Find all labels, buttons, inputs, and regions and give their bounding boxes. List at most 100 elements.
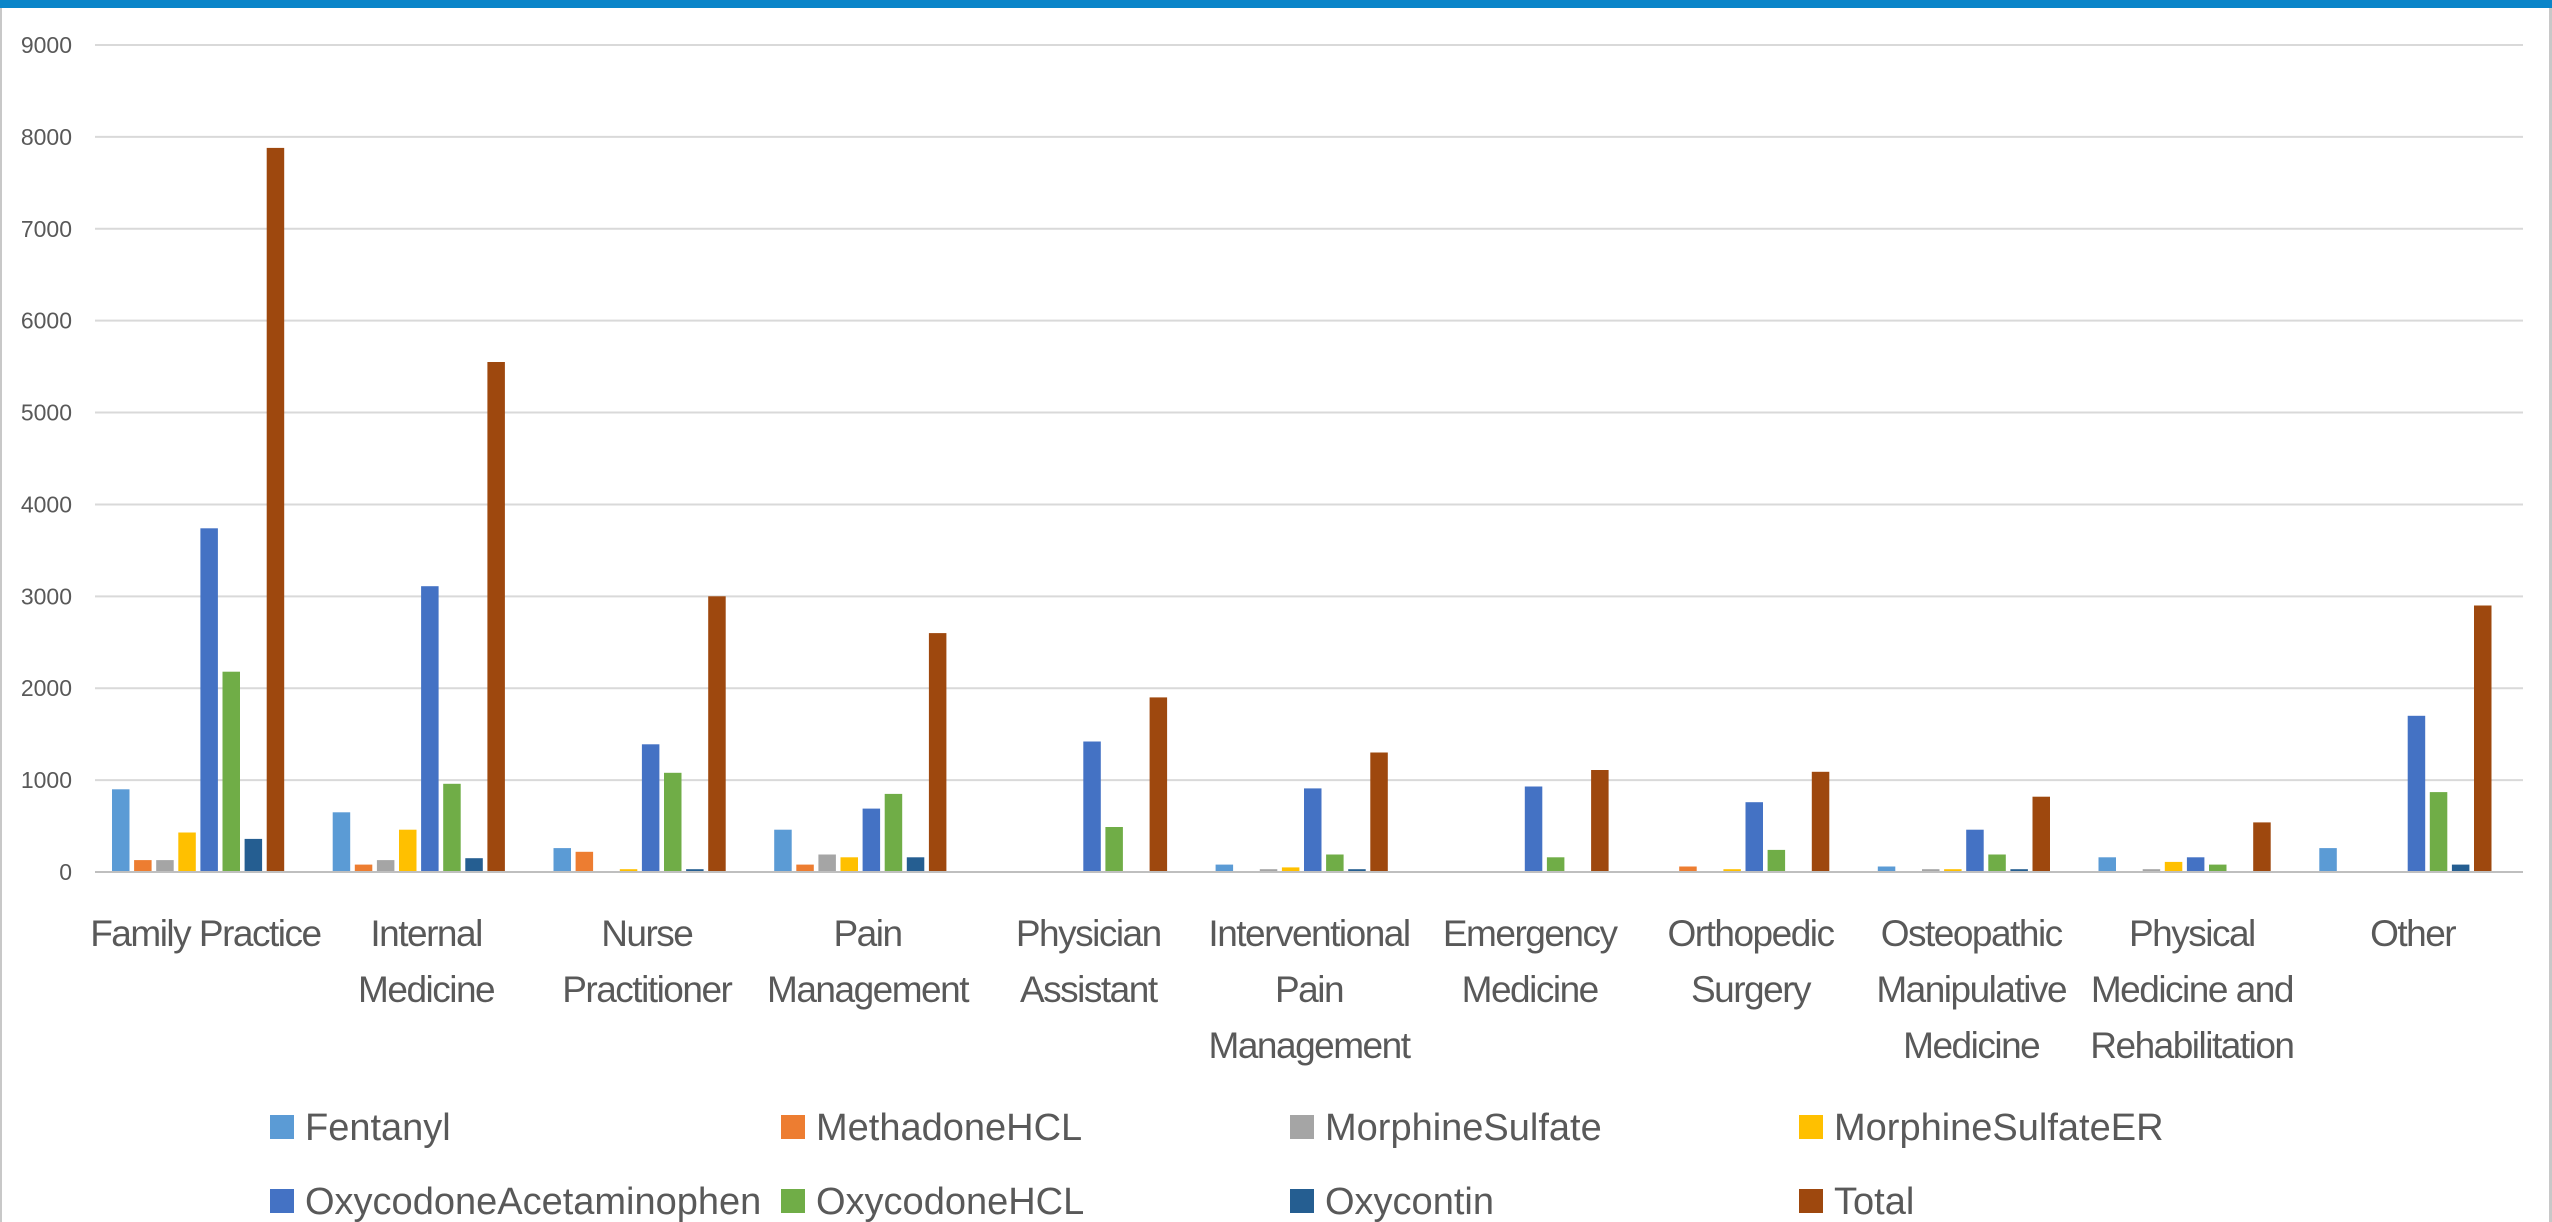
left-frame-border xyxy=(0,8,2,1222)
bar-oxycodoneacetaminophen xyxy=(862,808,881,872)
legend-item: Oxycontin xyxy=(1290,1181,1494,1222)
y-tick-label: 6000 xyxy=(21,308,72,334)
legend-item: MorphineSulfate xyxy=(1290,1107,1602,1149)
bar-fentanyl xyxy=(332,812,351,872)
legend-item: Fentanyl xyxy=(270,1107,451,1149)
bar-total xyxy=(1811,771,1830,872)
bar-oxycodoneacetaminophen xyxy=(1083,741,1101,872)
bar-oxycodonehcl xyxy=(222,671,240,872)
legend-swatch xyxy=(1290,1189,1314,1213)
bar-oxycontin xyxy=(1348,869,1366,872)
gridlines xyxy=(95,44,2523,782)
legend-item: Total xyxy=(1799,1181,1914,1222)
x-axis-category-labels: Family Practice Internal Medicine Nurse Prac… xyxy=(90,913,2458,1066)
y-tick-label: 9000 xyxy=(21,32,72,58)
x-category-label: Interventional Pain Management xyxy=(1208,913,1411,1066)
y-tick-label: 8000 xyxy=(21,124,72,150)
bar-morphinesulfate xyxy=(818,854,836,872)
legend-item: OxycodoneAcetaminophen xyxy=(270,1181,761,1222)
legend-item: MethadoneHCL xyxy=(781,1107,1082,1149)
x-category-label: Orthopedic Surgery xyxy=(1668,913,1835,1010)
bar-oxycontin xyxy=(906,857,925,872)
y-tick-label: 3000 xyxy=(21,583,72,609)
bar-fentanyl xyxy=(774,829,792,872)
bar-total xyxy=(1370,752,1388,872)
bar-oxycodoneacetaminophen xyxy=(2407,715,2426,872)
legend: Fentanyl MethadoneHCL MorphineSulfate Morph… xyxy=(270,1107,2164,1222)
bar-oxycodonehcl xyxy=(1767,849,1786,872)
y-tick-label: 7000 xyxy=(21,216,72,242)
bar-oxycodoneacetaminophen xyxy=(1524,786,1543,872)
bar-fentanyl xyxy=(112,789,130,872)
legend-swatch xyxy=(270,1115,294,1139)
bar-oxycodonehcl xyxy=(2209,864,2227,872)
bar-fentanyl xyxy=(1877,866,1896,872)
x-category-label: Pain Management xyxy=(767,913,970,1010)
y-tick-label: 0 xyxy=(59,859,72,885)
legend-label: Total xyxy=(1834,1181,1914,1222)
bar-morphinesulfateer xyxy=(619,869,638,872)
bar-oxycodoneacetaminophen xyxy=(200,528,218,872)
legend-swatch xyxy=(781,1189,805,1213)
bar-oxycodoneacetaminophen xyxy=(1304,788,1322,872)
bar-morphinesulfateer xyxy=(178,832,196,872)
y-tick-label: 5000 xyxy=(21,400,72,426)
legend-label: OxycodoneAcetaminophen xyxy=(305,1181,761,1222)
bar-total xyxy=(1591,770,1609,872)
bar-oxycodonehcl xyxy=(1105,827,1123,872)
bar-oxycodonehcl xyxy=(2429,792,2448,872)
bar-oxycodoneacetaminophen xyxy=(2186,857,2205,872)
bar-morphinesulfateer xyxy=(1281,867,1300,872)
legend-swatch xyxy=(781,1115,805,1139)
top-accent-bar xyxy=(0,0,2552,8)
bar-total xyxy=(266,147,285,872)
bar-oxycodonehcl xyxy=(884,793,903,872)
x-category-label: Emergency Medicine xyxy=(1443,913,1619,1010)
right-frame-border xyxy=(2549,8,2552,1222)
bar-morphinesulfateer xyxy=(2164,861,2183,872)
bar-oxycontin xyxy=(244,838,263,872)
x-category-label: Osteopathic Manipulative Medicine xyxy=(1876,913,2066,1066)
bar-morphinesulfateer xyxy=(399,829,417,872)
bar-oxycodoneacetaminophen xyxy=(641,744,660,872)
bar-oxycodonehcl xyxy=(1326,854,1344,872)
legend-swatch xyxy=(1290,1115,1314,1139)
bar-oxycodonehcl xyxy=(664,772,682,872)
bar-total xyxy=(2032,796,2050,872)
legend-swatch xyxy=(1799,1115,1823,1139)
bar-oxycontin xyxy=(686,869,704,872)
bar-total xyxy=(928,633,947,872)
bar-morphinesulfate xyxy=(2142,869,2161,872)
bar-fentanyl xyxy=(553,848,571,872)
y-tick-label: 1000 xyxy=(21,767,72,793)
bar-morphinesulfate xyxy=(376,860,395,872)
bar-morphinesulfateer xyxy=(1944,869,1962,872)
legend-swatch xyxy=(270,1189,294,1213)
bar-total xyxy=(1149,697,1168,872)
bar-oxycontin xyxy=(465,858,483,872)
bar-methadonehcl xyxy=(796,864,814,872)
bars xyxy=(112,147,2492,872)
bar-oxycontin xyxy=(2451,864,2470,872)
legend-label: MorphineSulfate xyxy=(1325,1107,1602,1149)
bar-oxycodonehcl xyxy=(1546,857,1565,872)
legend-item: MorphineSulfateER xyxy=(1799,1107,2164,1149)
bar-morphinesulfateer xyxy=(1723,869,1741,872)
bar-oxycodoneacetaminophen xyxy=(421,586,439,872)
bar-methadonehcl xyxy=(134,860,152,872)
bar-morphinesulfate xyxy=(1259,869,1278,872)
bar-total xyxy=(2474,605,2492,872)
y-tick-label: 4000 xyxy=(21,491,72,517)
legend-item: OxycodoneHCL xyxy=(781,1181,1084,1222)
legend-label: OxycodoneHCL xyxy=(816,1181,1084,1222)
bar-total xyxy=(487,362,505,872)
legend-label: MethadoneHCL xyxy=(816,1107,1082,1149)
bar-oxycontin xyxy=(2010,869,2028,872)
bar-methadonehcl xyxy=(1679,866,1697,872)
x-category-label: Nurse Practitioner xyxy=(562,913,732,1010)
legend-label: Fentanyl xyxy=(305,1107,451,1149)
bar-total xyxy=(2253,822,2271,872)
bar-methadonehcl xyxy=(354,864,373,872)
bar-total xyxy=(708,596,726,872)
bar-oxycodonehcl xyxy=(1988,854,2006,872)
